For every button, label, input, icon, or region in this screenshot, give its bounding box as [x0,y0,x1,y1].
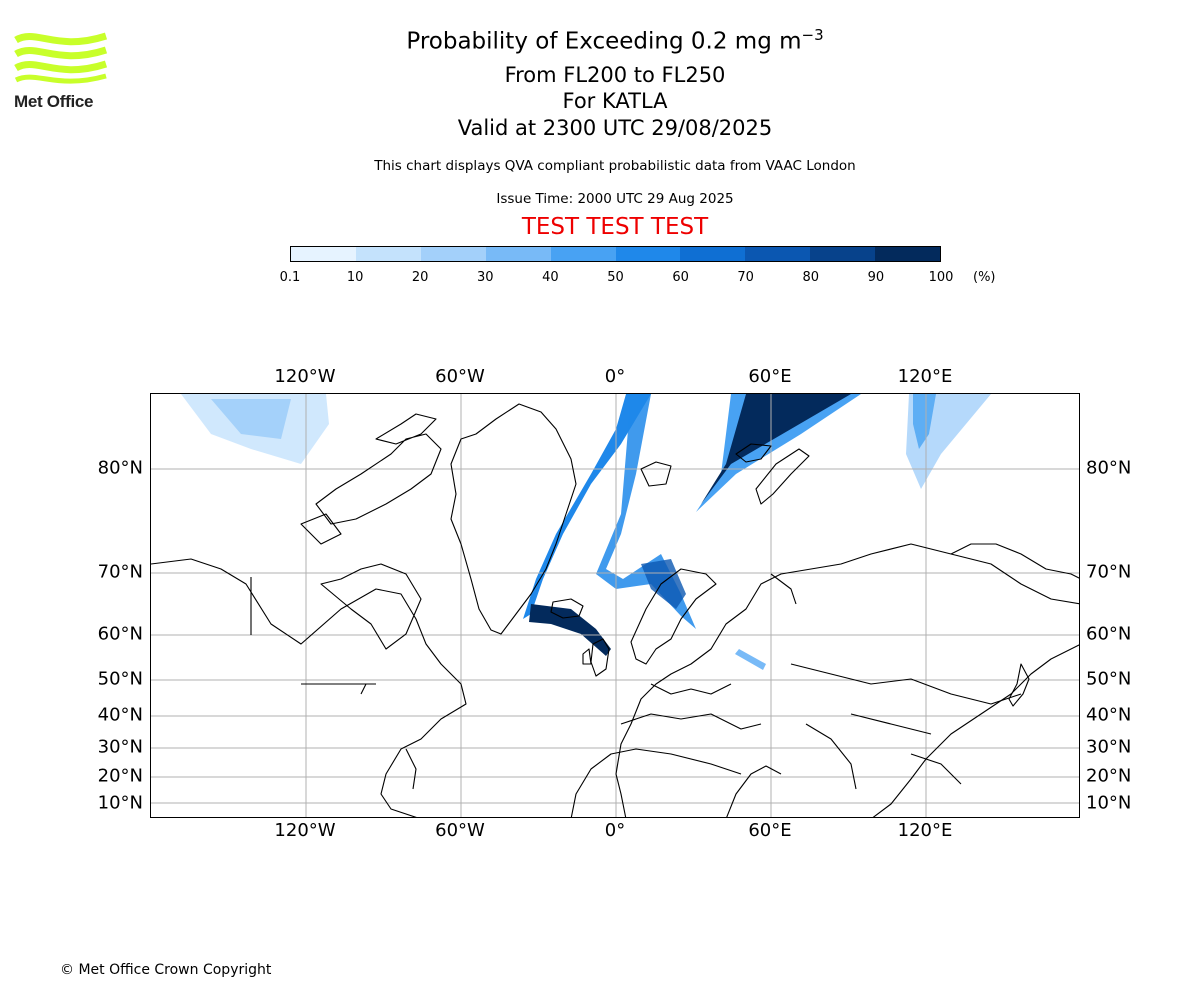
lat-label-right-30n: 30°N [1086,736,1132,758]
canadian-arctic-islands [300,413,442,545]
lat-label-left-60n: 60°N [97,623,143,645]
lat-label-right-80n: 80°N [1086,457,1132,479]
lat-label-right-60n: 60°N [1086,623,1132,645]
lat-label-left-50n: 50°N [97,668,143,690]
colorbar-tick-label: 0.1 [279,270,301,285]
norway-plume [596,394,696,629]
lat-label-left-20n: 20°N [97,765,143,787]
colorbar-tick-label: 100 [928,270,954,285]
lon-label-top-120w: 120°W [274,366,336,387]
colorbar-tick-label: 80 [802,270,820,285]
map-panel [150,393,1080,818]
lat-label-right-50n: 50°N [1086,668,1132,690]
africa-coast [570,748,742,817]
russia-streak [735,649,766,670]
lon-label-top-60e: 60°E [748,366,792,387]
northeast-plume-core [701,394,851,504]
greenland-plume [523,394,651,619]
volcano-name: For KATLA [562,89,668,113]
valid-time: Valid at 2300 UTC 29/08/2025 [457,116,773,140]
flight-level-range: From FL200 to FL250 [504,63,726,87]
colorbar-unit: (%) [973,270,996,285]
scandinavia-coast [630,568,717,665]
east-siberia-coast [950,543,1079,579]
franz-josef-land [735,443,772,463]
colorbar-segment [291,247,356,261]
chart-title: Probability of Exceeding 0.2 mg m−3 [0,26,1200,55]
colorbar-tick-label: 40 [542,270,559,285]
colorbar-segment [355,247,421,261]
colorbar-segment [615,247,681,261]
lat-label-left-40n: 40°N [97,704,143,726]
lat-label-left-80n: 80°N [97,457,143,479]
north-america-coast [151,558,467,817]
ash-probability-plumes [181,394,991,670]
colorbar-tick-label: 70 [737,270,754,285]
colorbar-segment [420,247,486,261]
arctic-plume-light-core [211,399,291,439]
scandinavia-plume-core [641,559,686,609]
colorbar-segment [745,247,811,261]
met-office-logo-text: Met Office [14,92,94,111]
copyright-notice: © Met Office Crown Copyright [60,962,272,978]
asia-interior-borders [790,663,1022,785]
lon-label-bottom-0: 0° [604,820,626,841]
map-graticule [151,394,1079,817]
lon-label-bottom-60e: 60°E [748,820,792,841]
colorbar-tick-label: 20 [411,270,429,285]
lon-label-bottom-120e: 120°E [897,820,953,841]
mediterranean-borders [620,683,762,730]
novaya-zemlya [755,448,810,505]
colorbar-tick-label: 10 [346,270,364,285]
chart-description: This chart displays QVA compliant probab… [374,158,856,174]
iceland-core [529,604,611,656]
lon-label-top-0: 0° [604,366,626,387]
british-isles [582,638,610,677]
chart-title-exponent: −3 [801,26,824,44]
greenland-coast [450,403,577,635]
colorbar-tick-label: 50 [607,270,624,285]
issue-time: Issue Time: 2000 UTC 29 Aug 2025 [496,191,734,207]
lat-label-left-10n: 10°N [97,792,143,814]
lat-label-right-70n: 70°N [1086,561,1132,583]
lon-label-bottom-60w: 60°W [435,820,485,841]
colorbar-segment [550,247,616,261]
lat-label-left-30n: 30°N [97,736,143,758]
lat-label-left-70n: 70°N [97,561,143,583]
chart-title-text: Probability of Exceeding 0.2 mg m [406,28,802,55]
colorbar-tick-label: 90 [867,270,885,285]
test-banner: TEST TEST TEST [521,214,709,240]
colorbar-tick-label: 30 [477,270,494,285]
colorbar-tick-label: 60 [672,270,689,285]
lat-label-right-20n: 20°N [1086,765,1132,787]
coastlines [151,403,1079,817]
lon-label-bottom-120w: 120°W [274,820,336,841]
lat-label-right-10n: 10°N [1086,792,1132,814]
probability-colorbar [290,246,941,262]
lat-label-right-40n: 40°N [1086,704,1132,726]
northeast-plume-outer [696,394,861,512]
east-arctic-plume-core [913,394,936,449]
met-office-logo: Met Office [14,30,110,112]
colorbar-segment [680,247,746,261]
met-office-logo-waves [14,32,108,84]
svalbard [640,461,672,487]
japan [1008,663,1030,707]
lon-label-top-60w: 60°W [435,366,485,387]
iceland-coast [550,598,584,619]
colorbar-segment [810,247,876,261]
eurasia-coast [615,543,1079,817]
colorbar-segment [875,247,941,261]
map-canvas [151,394,1079,817]
lon-label-top-120e: 120°E [897,366,953,387]
colorbar-segment [485,247,551,261]
